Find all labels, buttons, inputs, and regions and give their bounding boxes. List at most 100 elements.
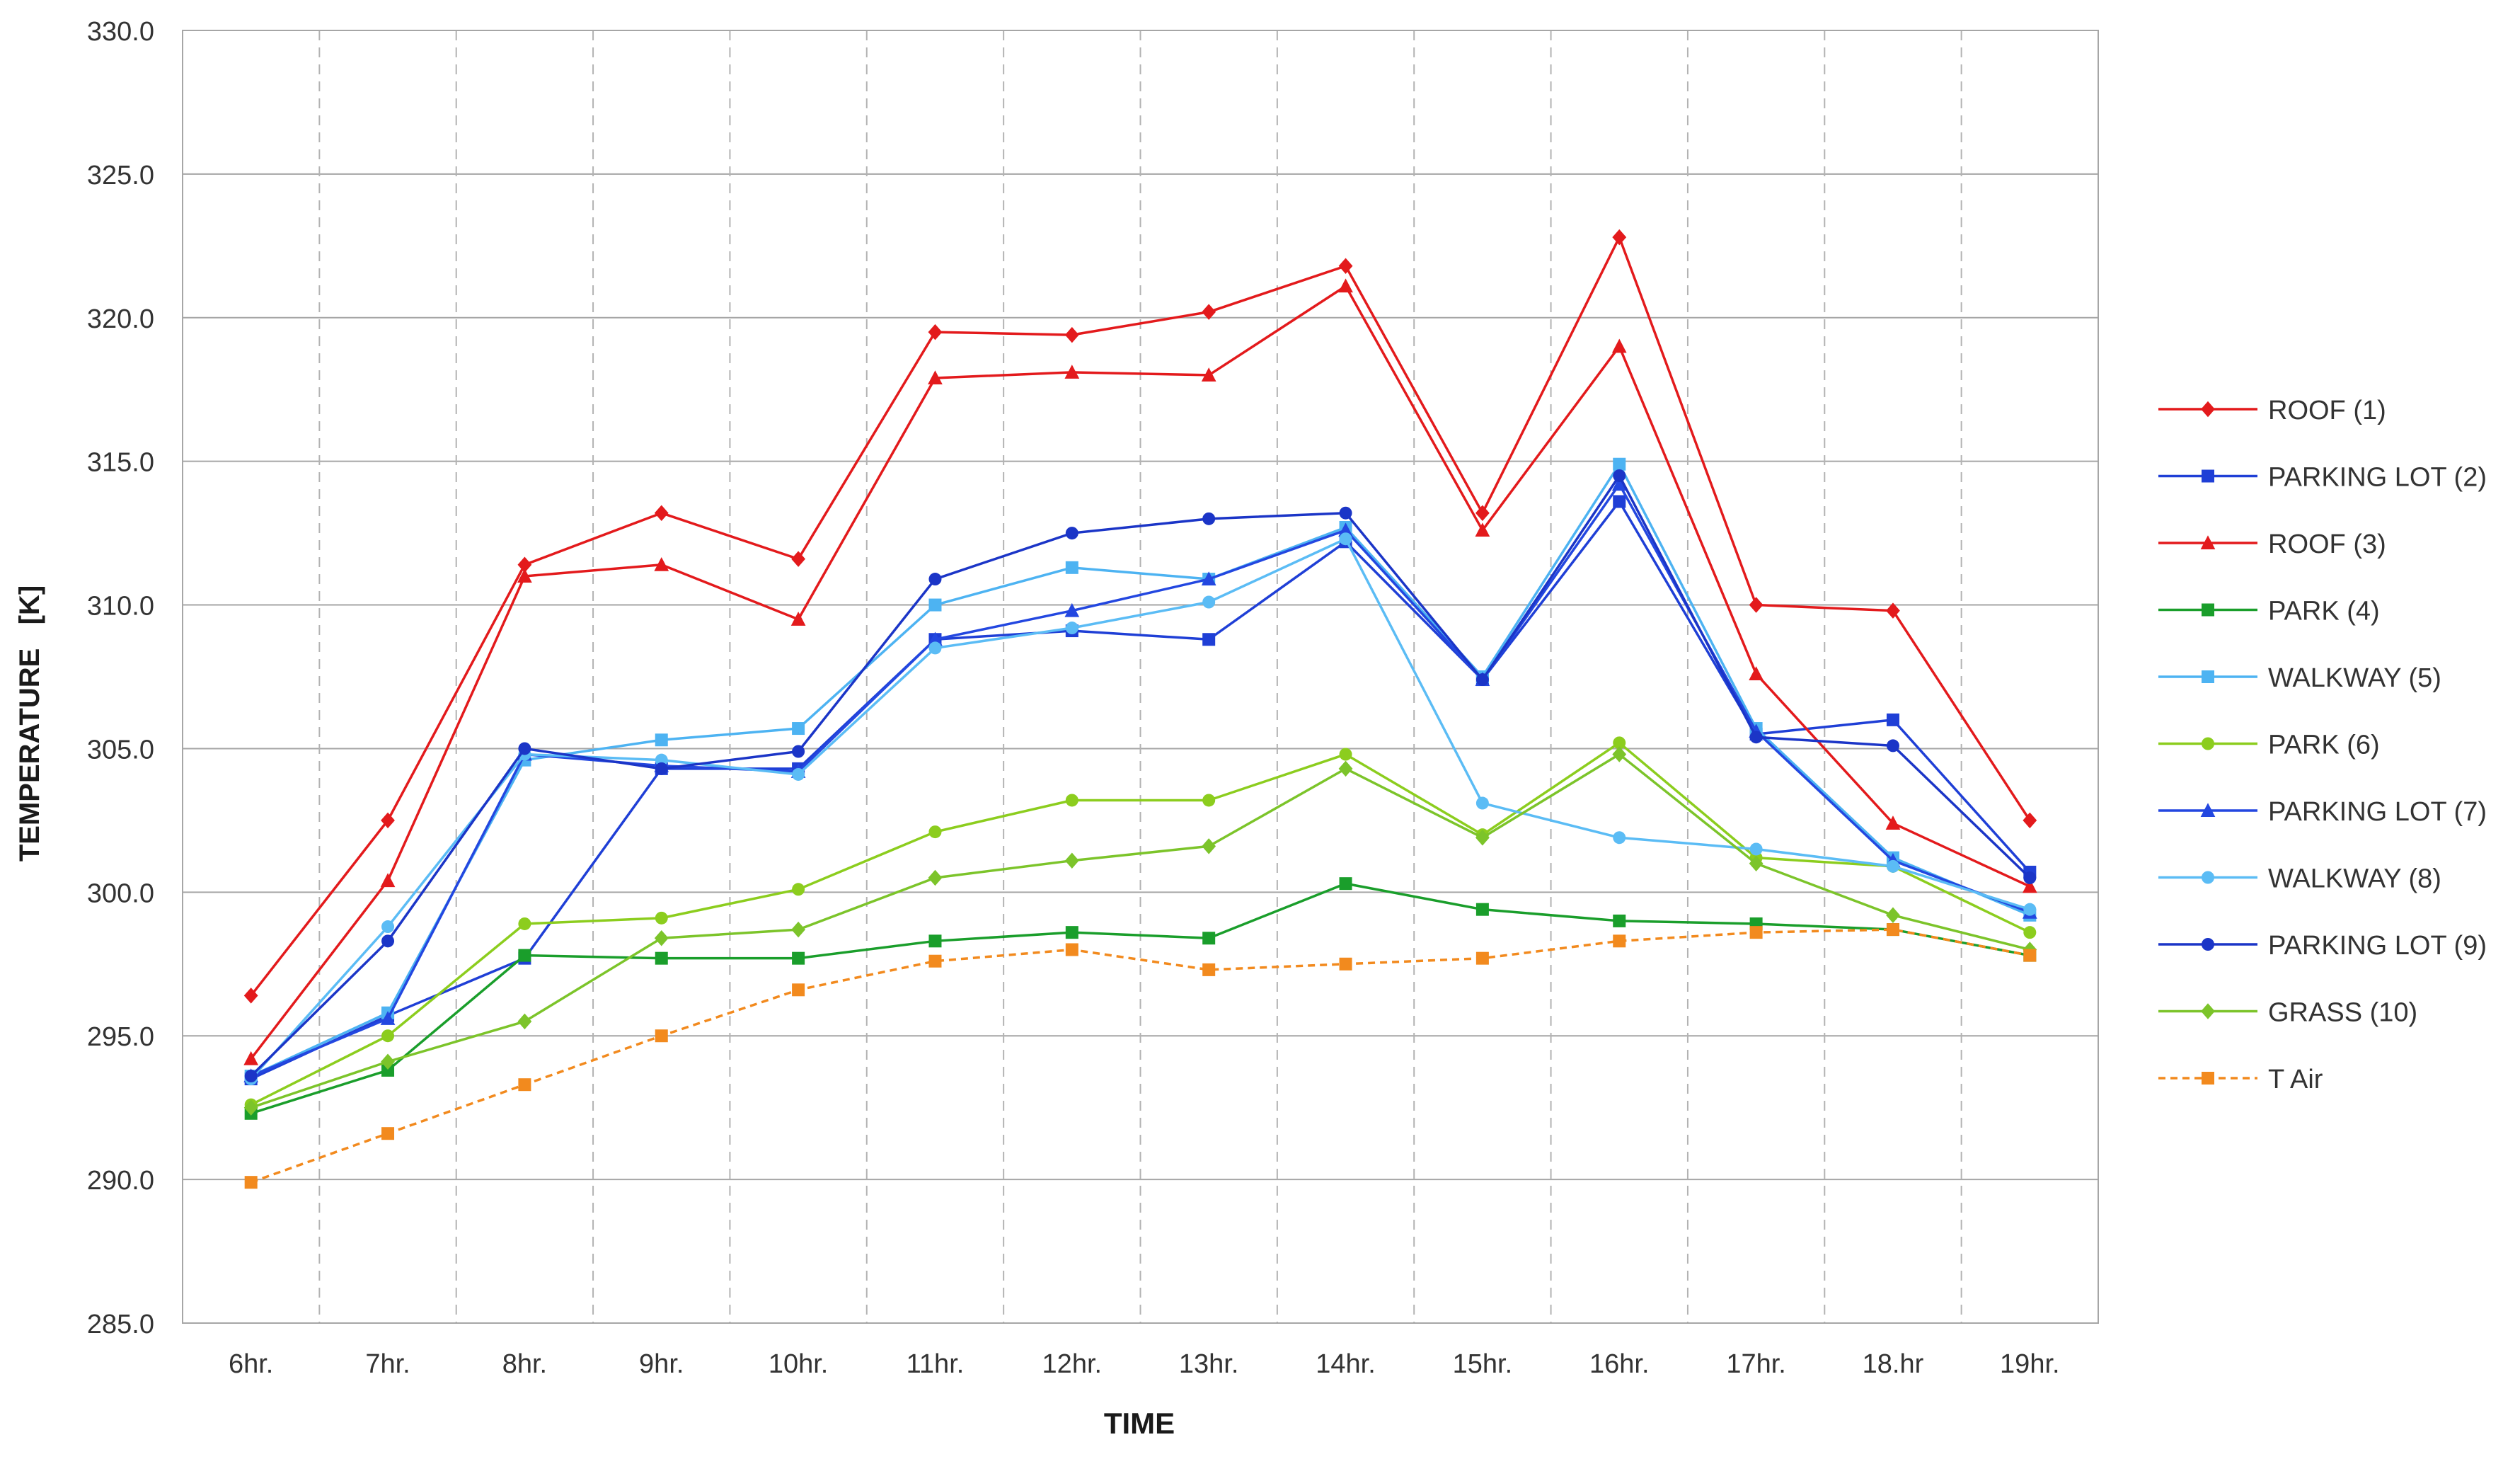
data-point <box>2202 603 2214 617</box>
x-tick-label: 18.hr <box>1863 1349 1924 1379</box>
legend-item: ROOF (3) <box>2158 530 2386 559</box>
data-point <box>1613 934 1626 948</box>
x-tick-label: 16hr. <box>1589 1349 1650 1379</box>
data-point <box>1475 522 1490 537</box>
x-tick-label: 7hr. <box>365 1349 410 1379</box>
data-point <box>1749 731 1763 744</box>
x-tick-label: 12hr. <box>1042 1349 1103 1379</box>
data-point <box>1613 831 1626 845</box>
data-point <box>1064 326 1079 343</box>
x-tick-label: 10hr. <box>769 1349 829 1379</box>
data-point <box>2023 903 2037 916</box>
data-point <box>928 573 942 586</box>
data-point <box>2022 879 2037 893</box>
data-point <box>1611 476 1627 491</box>
data-point <box>928 869 943 886</box>
data-point <box>792 883 805 896</box>
data-point <box>381 1053 395 1070</box>
legend-label: ROOF (3) <box>2268 530 2386 559</box>
data-point <box>928 631 943 646</box>
data-point <box>244 1070 258 1083</box>
data-point <box>1749 926 1763 939</box>
data-point <box>1065 943 1078 956</box>
legend-item: PARKING LOT (7) <box>2158 797 2487 827</box>
series-layer <box>243 229 2037 1189</box>
data-point <box>792 951 805 965</box>
x-tick-label: 19hr. <box>2000 1349 2060 1379</box>
data-point <box>1202 963 1216 976</box>
data-point <box>1475 673 1489 687</box>
data-point <box>1886 713 1899 726</box>
legend-label: PARK (4) <box>2268 597 2380 626</box>
data-point <box>517 568 532 583</box>
data-point <box>1064 852 1079 869</box>
data-point <box>1886 739 1899 753</box>
data-point <box>791 551 806 567</box>
data-point <box>654 556 669 571</box>
data-point <box>517 556 532 573</box>
legend-item: ROOF (1) <box>2158 396 2386 425</box>
data-point <box>1749 842 1763 856</box>
legend-label: ROOF (1) <box>2268 396 2386 425</box>
data-point <box>2202 938 2214 951</box>
data-point <box>1201 367 1216 382</box>
legend-item: WALKWAY (5) <box>2158 663 2441 693</box>
series-11 <box>244 923 2037 1189</box>
data-point <box>1885 816 1901 830</box>
series-line <box>250 474 2031 1077</box>
grid-layer <box>182 30 2099 1324</box>
legend-item: PARKING LOT (9) <box>2158 931 2487 961</box>
data-point <box>928 641 942 655</box>
data-point <box>1886 859 1899 873</box>
series-line <box>250 285 2031 1060</box>
data-point <box>2202 737 2214 750</box>
data-point <box>928 324 943 341</box>
data-point <box>2200 803 2216 817</box>
data-point <box>2202 469 2214 483</box>
legend-label: WALKWAY (8) <box>2268 864 2441 894</box>
data-point <box>928 825 942 839</box>
data-point <box>1886 923 1899 937</box>
x-tick-label: 17hr. <box>1726 1349 1786 1379</box>
data-point <box>654 505 669 521</box>
x-tick-label: 6hr. <box>229 1349 273 1379</box>
data-point <box>1201 571 1216 586</box>
data-point <box>1202 794 1216 807</box>
data-point <box>1202 838 1216 854</box>
legend-label: PARKING LOT (2) <box>2268 463 2487 493</box>
series-line <box>251 753 2030 1109</box>
data-point <box>2202 871 2214 884</box>
series-line <box>250 500 2031 1080</box>
data-point <box>1613 469 1626 482</box>
data-point <box>1202 512 1216 525</box>
data-point <box>1202 304 1216 320</box>
data-point <box>1613 914 1626 927</box>
data-point <box>1475 829 1490 846</box>
data-point <box>928 598 942 612</box>
plot-border <box>182 30 2099 1324</box>
data-point <box>1064 365 1080 379</box>
data-point <box>381 920 395 934</box>
data-point <box>243 1099 258 1116</box>
x-tick-label: 15hr. <box>1453 1349 1513 1379</box>
legend-label: PARKING LOT (9) <box>2268 931 2487 961</box>
data-point <box>518 949 531 962</box>
data-point <box>1065 561 1078 574</box>
legend-item: T Air <box>2158 1065 2323 1094</box>
y-tick-label: 310.0 <box>87 592 154 622</box>
data-point <box>1065 527 1078 540</box>
data-point <box>1475 505 1490 521</box>
data-point <box>1339 748 1352 761</box>
series-line <box>251 882 2030 1115</box>
series-1 <box>243 229 2037 1004</box>
legend-item: GRASS (10) <box>2158 998 2417 1028</box>
data-point <box>792 767 805 781</box>
data-point <box>244 1176 258 1189</box>
data-point <box>1749 597 1764 613</box>
data-point <box>928 370 943 384</box>
data-point <box>1339 506 1352 520</box>
data-point <box>792 745 805 758</box>
y-tick-label: 325.0 <box>87 161 154 190</box>
series-3 <box>243 278 2037 1065</box>
data-point <box>1613 736 1626 750</box>
